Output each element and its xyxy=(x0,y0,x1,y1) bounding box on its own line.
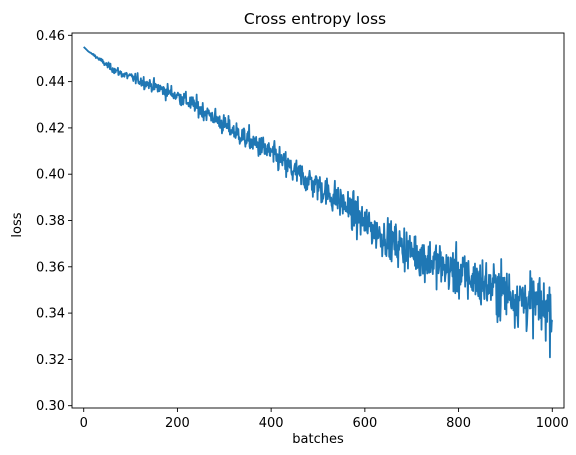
x-tick-label: 1000 xyxy=(536,416,569,431)
plot-area xyxy=(83,46,554,359)
plot-frame xyxy=(71,32,565,409)
chart-title: Cross entropy loss xyxy=(244,10,386,28)
y-axis-ticks: 0.30 0.32 0.34 0.36 0.38 0.40 0.42 0.44 0.46 xyxy=(36,29,72,414)
x-tick-label: 200 xyxy=(165,416,190,431)
y-tick-label: 0.42 xyxy=(36,121,65,136)
x-tick-label: 800 xyxy=(446,416,471,431)
x-tick-label: 0 xyxy=(80,416,88,431)
y-tick-label: 0.32 xyxy=(36,353,65,368)
y-tick-label: 0.34 xyxy=(36,307,65,322)
x-axis-ticks: 0 200 400 600 800 1000 xyxy=(80,408,569,431)
y-tick-label: 0.30 xyxy=(36,399,65,414)
loss-series-line xyxy=(83,46,554,359)
x-tick-label: 400 xyxy=(259,416,284,431)
y-tick-label: 0.38 xyxy=(36,214,65,229)
x-tick-label: 600 xyxy=(352,416,377,431)
y-tick-label: 0.36 xyxy=(36,260,65,275)
x-axis-label: batches xyxy=(292,432,344,447)
y-tick-label: 0.44 xyxy=(36,75,65,90)
y-tick-label: 0.46 xyxy=(36,29,65,44)
y-axis-label: loss xyxy=(10,212,25,237)
y-tick-label: 0.40 xyxy=(36,168,65,183)
